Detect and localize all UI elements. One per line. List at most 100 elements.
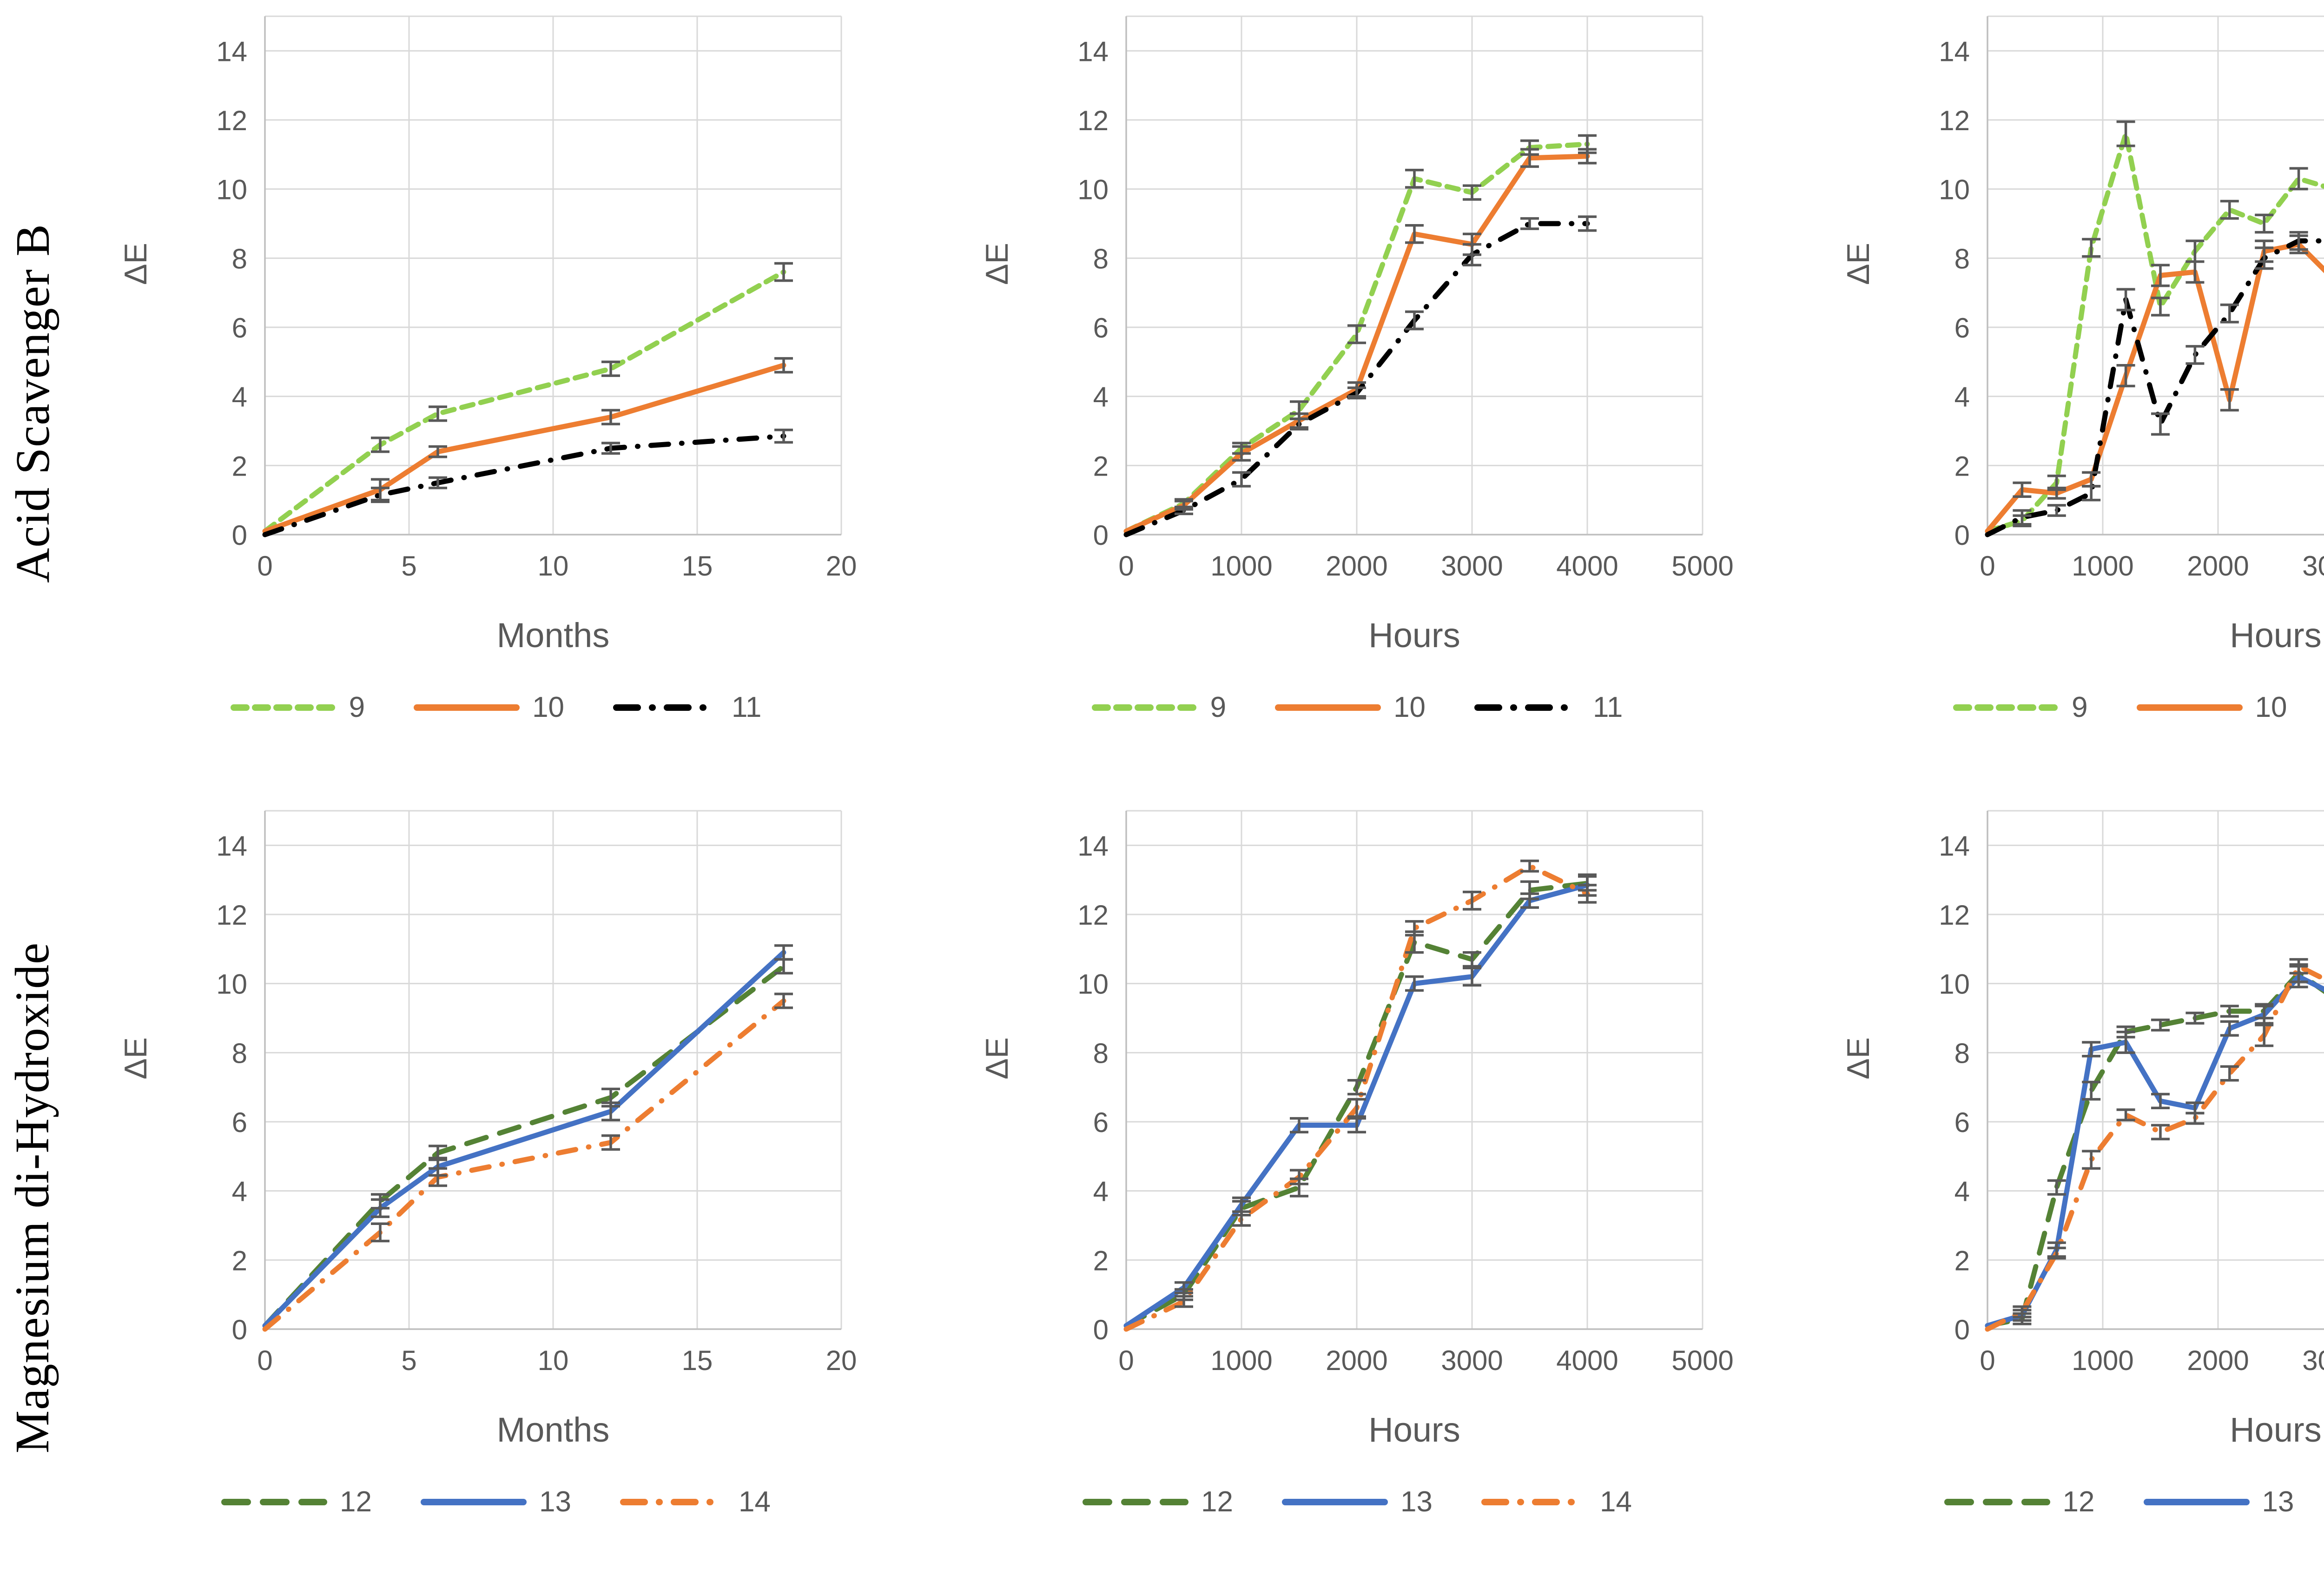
x-axis-title: Months [497,616,610,655]
y-tick-label: 8 [1093,1038,1109,1069]
x-axis-title: Months [497,1410,610,1449]
y-tick-label: 10 [1077,174,1109,205]
gridlines [265,810,842,1329]
y-tick-label: 12 [216,900,247,931]
legend-label: 9 [2072,691,2088,723]
gridlines [265,15,842,535]
x-axis-title: Hours [2230,1410,2321,1449]
x-tick-label: 15 [682,1345,713,1376]
error-bars [2013,958,2308,1325]
x-tick-label: 1000 [2072,550,2133,582]
y-tick-label: 8 [232,1038,247,1069]
y-axis-title: ΔE [118,243,153,285]
legend-item-13: 13 [1281,1485,1433,1518]
legend-label: 14 [1599,1486,1632,1518]
y-tick-label: 0 [232,1314,247,1345]
gridlines [1987,810,2324,1329]
legend-item-14: 14 [1481,1485,1632,1518]
y-tick-label: 2 [1954,450,1970,482]
legend-item-13: 13 [2143,1485,2294,1518]
legend-label: 13 [539,1486,571,1518]
legend-item-9: 9 [230,691,365,724]
series-line-11 [262,433,786,537]
legend-swatch-11 [1474,704,1581,711]
x-tick-label: 2000 [2187,550,2249,582]
chart-cell-hours2-mg: 02468101214010002000300040005000HoursΔE1… [1788,794,2324,1589]
y-tick-label: 6 [1093,312,1109,344]
x-tick-label: 5 [401,550,416,582]
series-line-11 [1985,238,2324,537]
y-tick-label: 0 [1954,520,1970,551]
y-tick-label: 14 [216,830,247,861]
x-tick-label: 0 [1118,550,1134,582]
legend-label: 10 [2255,691,2287,723]
x-tick-label: 2000 [1326,550,1387,582]
row-label-text: Magnesium di-Hydroxide [6,942,59,1454]
series-line-12 [1985,970,2324,1329]
series-line-9 [262,269,786,534]
y-tick-label: 0 [1093,520,1109,551]
y-tick-label: 0 [1954,1314,1970,1345]
x-tick-label: 4000 [1556,1345,1618,1376]
y-tick-label: 6 [232,312,247,344]
y-tick-label: 2 [1954,1245,1970,1276]
legend-item-11: 11 [1474,691,1623,724]
y-tick-label: 6 [232,1107,247,1138]
x-tick-label: 5000 [1671,550,1733,582]
x-axis-title: Hours [1368,1410,1460,1449]
series-line-13 [262,950,786,1329]
y-tick-label: 14 [1077,36,1109,67]
legend-item-11: 11 [613,691,761,724]
x-tick-label: 2000 [2187,1345,2249,1376]
y-tick-label: 12 [1939,105,1970,136]
y-axis-title: ΔE [979,1037,1015,1079]
y-tick-label: 6 [1954,312,1970,344]
x-tick-label: 4000 [1556,550,1618,582]
x-tick-label: 1000 [1210,1345,1272,1376]
chart-cell-hours2-acid: 02468101214010002000300040005000HoursΔE9… [1788,0,2324,807]
legend-swatch-12 [1083,1498,1189,1505]
y-tick-label: 4 [1093,1176,1109,1207]
y-tick-label: 12 [216,105,247,136]
x-tick-label: 1000 [2072,1345,2133,1376]
y-tick-label: 8 [1093,243,1109,274]
error-bars [1175,860,1597,1308]
legend-swatch-13 [421,1498,527,1505]
legend-swatch-12 [221,1498,328,1505]
error-bars [371,944,793,1243]
y-tick-label: 14 [216,36,247,67]
legend-swatch-13 [2143,1498,2250,1505]
x-tick-label: 0 [1980,1345,1995,1376]
series-line-10 [1985,242,2324,534]
legend-swatch-10 [414,704,520,711]
series-line-14 [1985,964,2324,1332]
legend-swatch-14 [1481,1498,1587,1505]
error-bars [1175,134,1597,516]
legend-label: 13 [2262,1486,2294,1518]
y-tick-label: 8 [1954,1038,1970,1069]
y-tick-label: 12 [1077,105,1109,136]
y-axis-title: ΔE [1841,1037,1876,1079]
series-line-14 [262,998,786,1332]
legend-label: 10 [532,691,565,723]
y-tick-label: 8 [1954,243,1970,274]
x-tick-label: 5 [401,1345,416,1376]
legend-label: 12 [2062,1486,2095,1518]
y-axis-title: ΔE [979,243,1015,285]
x-tick-label: 3000 [1441,1345,1503,1376]
legend-swatch-9 [1091,704,1198,711]
chart-cell-months-acid: 0 2 4 6 8 10 12 14 0 5 10 15 20 Months ΔE 9 10 11 [65,0,926,807]
y-tick-label: 4 [1093,382,1109,413]
y-tick-label: 4 [1954,382,1970,413]
y-tick-label: 12 [1939,900,1970,931]
y-tick-label: 12 [1077,900,1109,931]
chart-canvas: 0 2 4 6 8 10 12 14 0 5 10 15 20 Months ΔE [118,15,857,655]
legend-item-9: 9 [1953,691,2088,724]
legend-item-9: 9 [1091,691,1226,724]
x-tick-label: 0 [1980,550,1995,582]
y-tick-label: 4 [1954,1176,1970,1207]
legend-swatch-9 [230,704,337,711]
